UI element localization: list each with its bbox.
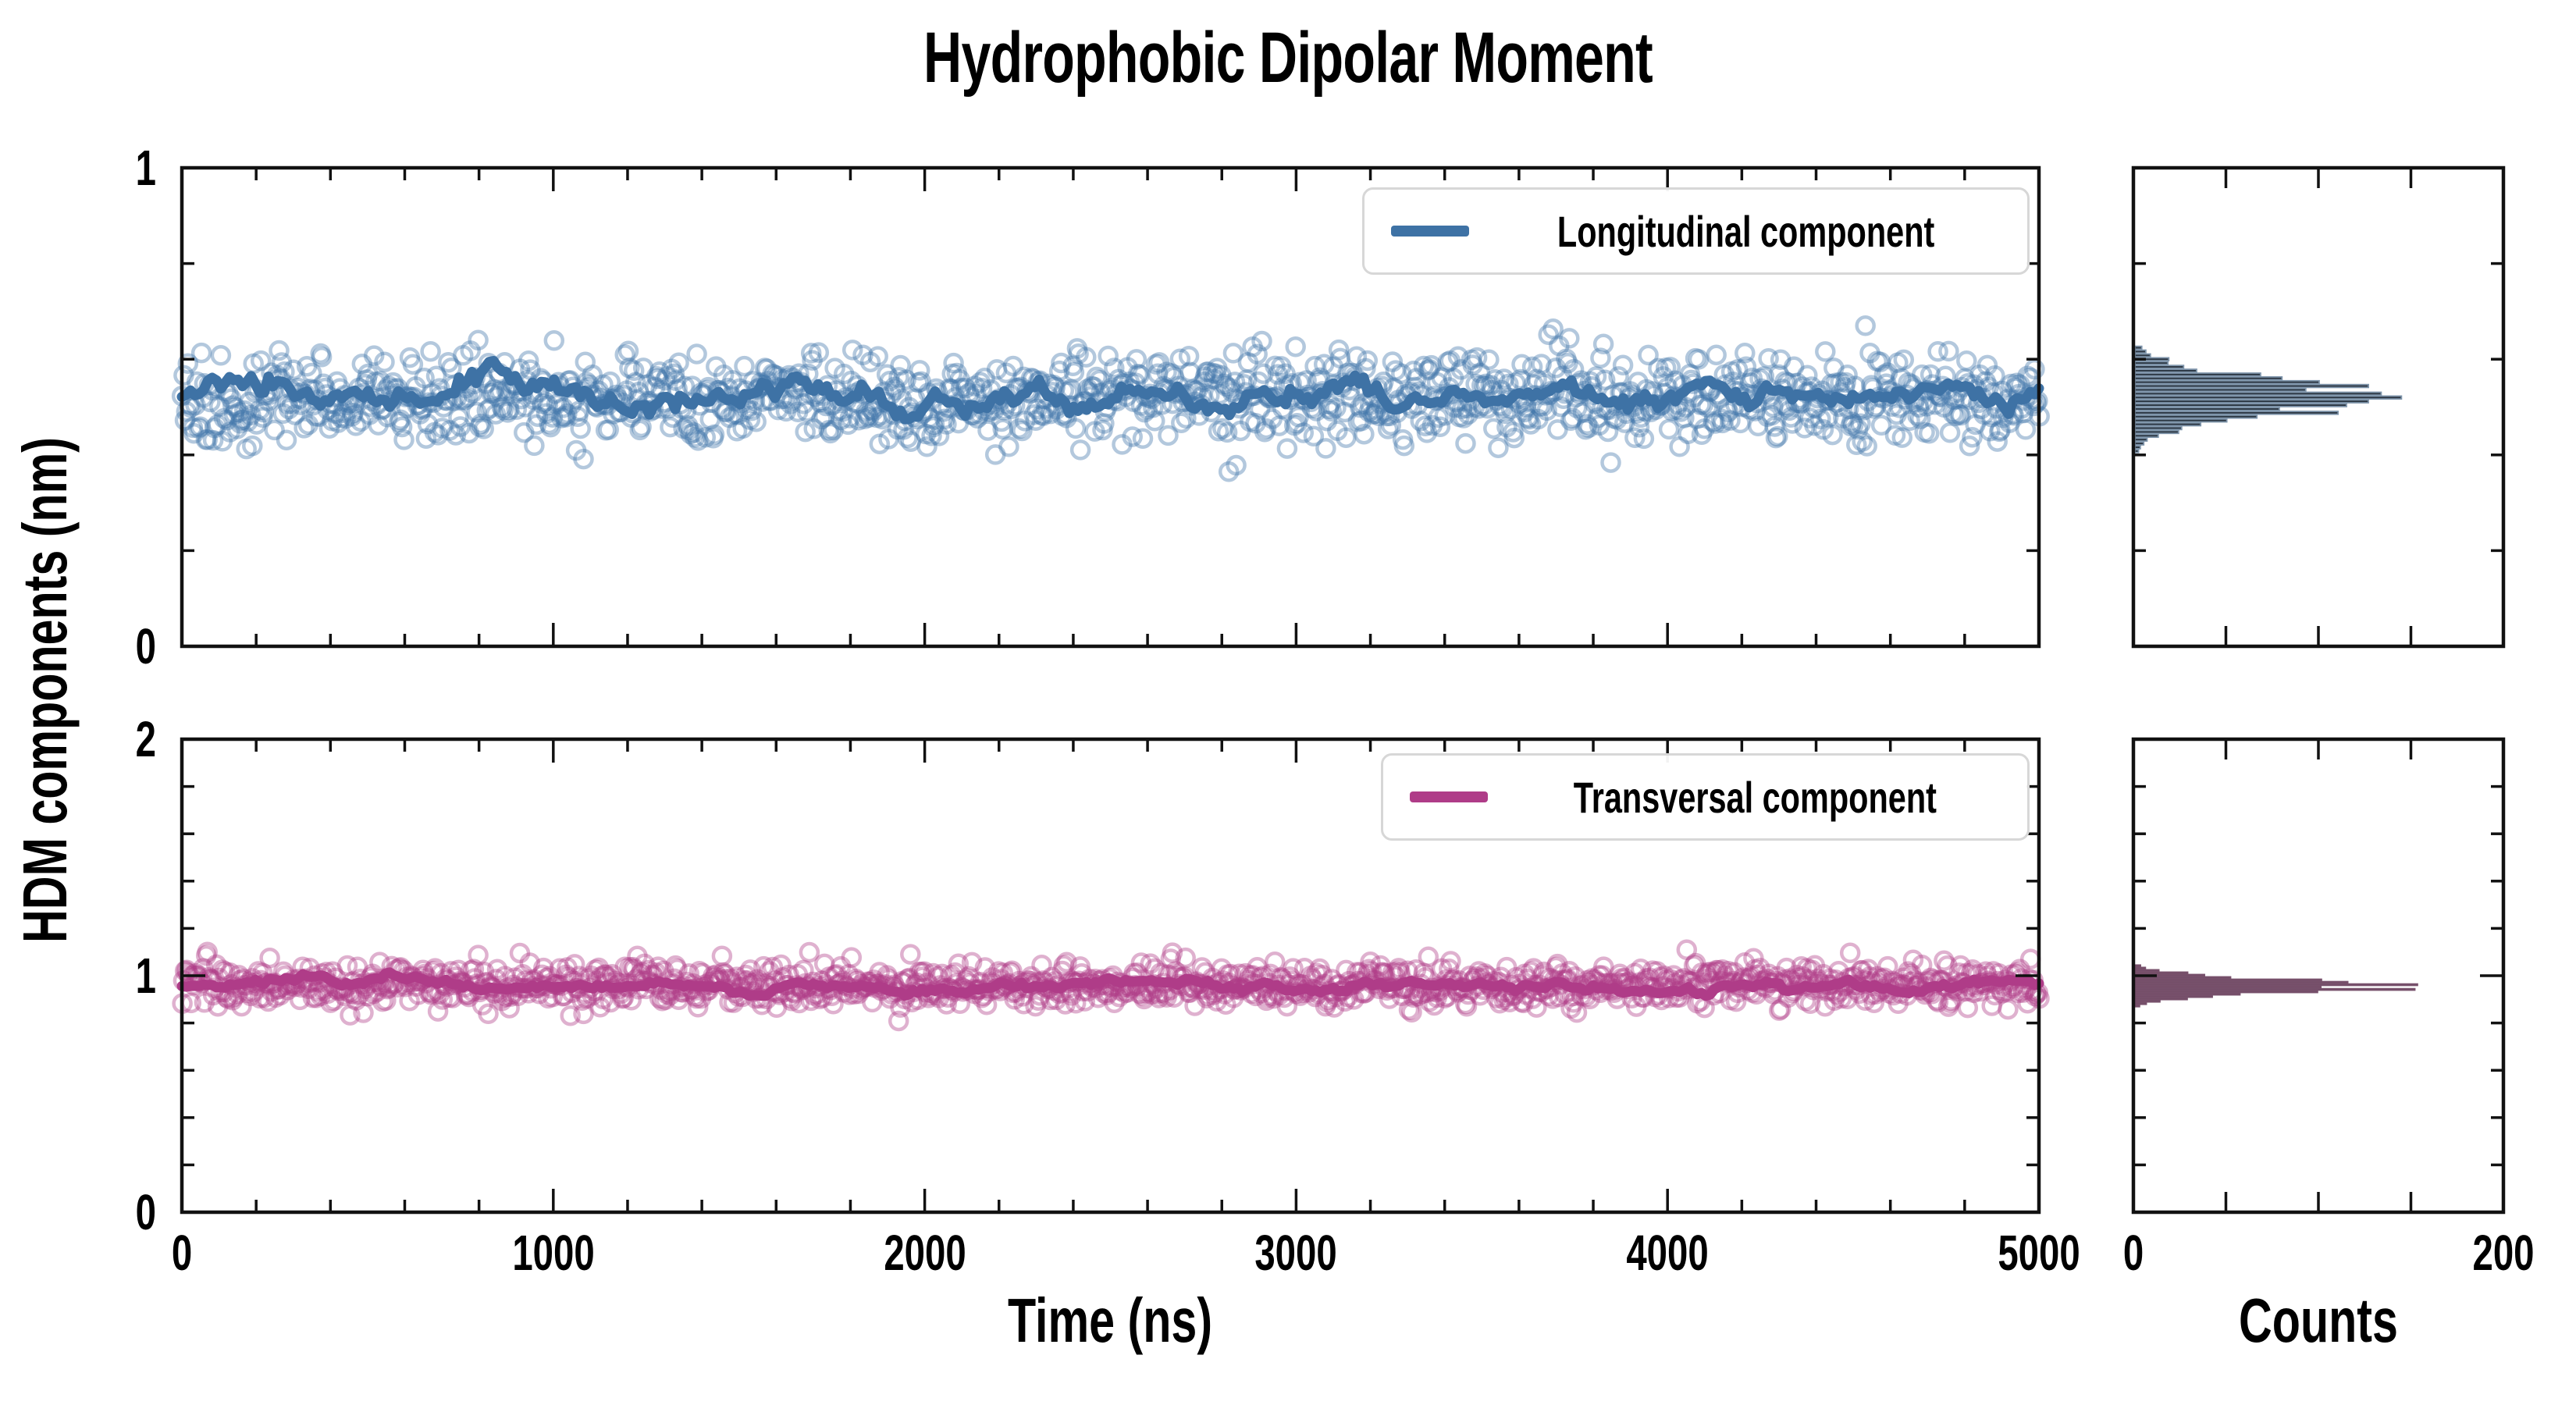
chart-title-text: Hydrophobic Dipolar Moment — [923, 18, 1653, 98]
y-tick-label: 0 — [135, 1184, 156, 1240]
counts-tick-label: 0 — [2122, 1225, 2144, 1281]
y-tick-label: 1 — [135, 948, 156, 1004]
legend-label-transversal: Transversal component — [1574, 772, 1937, 822]
x-tick-label: 2000 — [883, 1225, 966, 1281]
y-tick-label: 1 — [135, 140, 156, 196]
x-tick-label: 1000 — [512, 1225, 595, 1281]
legend-swatch-longitudinal — [1390, 226, 1469, 237]
chart-title: Hydrophobic Dipolar Moment — [0, 17, 2576, 99]
x-axis-label-counts: Counts — [2239, 1286, 2398, 1355]
x-tick-label: 0 — [171, 1225, 193, 1281]
x-tick-label: 3000 — [1254, 1225, 1338, 1281]
legend-transversal: Transversal component — [1381, 753, 2030, 841]
x-axis-label-time: Time (ns) — [1007, 1286, 1213, 1355]
y-tick-label: 0 — [135, 618, 156, 674]
y-axis-label: HDM components (nm) — [10, 437, 80, 943]
legend-label-longitudinal: Longitudinal component — [1557, 206, 1935, 256]
legend-swatch-transversal — [1410, 791, 1489, 802]
x-tick-label: 4000 — [1626, 1225, 1709, 1281]
legend-longitudinal: Longitudinal component — [1361, 187, 2030, 275]
x-tick-label: 5000 — [1998, 1225, 2080, 1281]
y-tick-label: 2 — [135, 711, 156, 767]
counts-tick-label: 200 — [2472, 1225, 2535, 1281]
